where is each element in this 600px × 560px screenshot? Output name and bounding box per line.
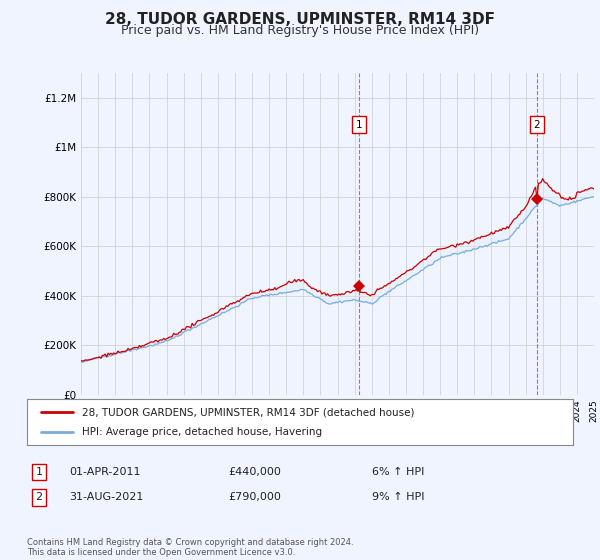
Text: 1: 1 — [356, 120, 362, 130]
Text: £790,000: £790,000 — [228, 492, 281, 502]
Text: 2: 2 — [35, 492, 43, 502]
Text: 01-APR-2011: 01-APR-2011 — [69, 467, 140, 477]
Text: 28, TUDOR GARDENS, UPMINSTER, RM14 3DF: 28, TUDOR GARDENS, UPMINSTER, RM14 3DF — [105, 12, 495, 27]
Text: 1: 1 — [35, 467, 43, 477]
Text: 6% ↑ HPI: 6% ↑ HPI — [372, 467, 424, 477]
Text: £440,000: £440,000 — [228, 467, 281, 477]
Text: Price paid vs. HM Land Registry's House Price Index (HPI): Price paid vs. HM Land Registry's House … — [121, 24, 479, 36]
Text: 2: 2 — [534, 120, 541, 130]
Text: Contains HM Land Registry data © Crown copyright and database right 2024.
This d: Contains HM Land Registry data © Crown c… — [27, 538, 353, 557]
Text: HPI: Average price, detached house, Havering: HPI: Average price, detached house, Have… — [82, 427, 322, 437]
Text: 31-AUG-2021: 31-AUG-2021 — [69, 492, 143, 502]
Text: 28, TUDOR GARDENS, UPMINSTER, RM14 3DF (detached house): 28, TUDOR GARDENS, UPMINSTER, RM14 3DF (… — [82, 407, 414, 417]
Text: 9% ↑ HPI: 9% ↑ HPI — [372, 492, 425, 502]
